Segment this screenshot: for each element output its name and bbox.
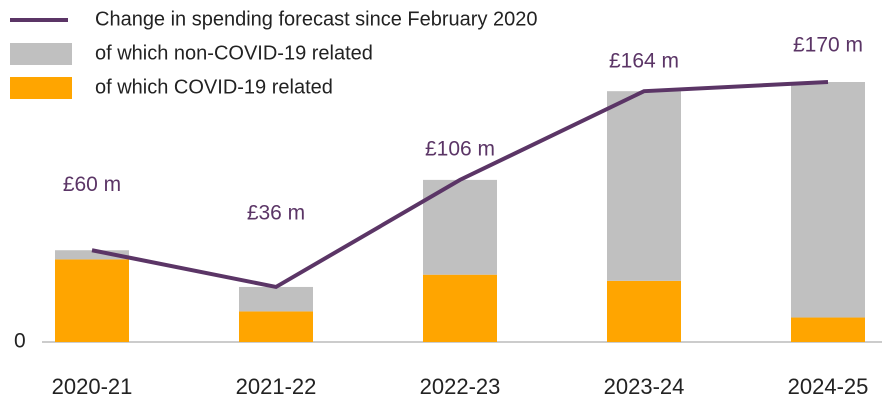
line (91, 80, 829, 290)
data-label: £164 m (609, 50, 679, 73)
data-label: £36 m (247, 201, 305, 224)
legend-swatch (10, 43, 72, 65)
y-tick-label: 0 (14, 330, 26, 353)
data-label: £106 m (425, 137, 495, 160)
bar (791, 317, 865, 342)
x-tick-label: 2023-24 (604, 374, 685, 399)
legend-label: of which COVID-19 related (95, 76, 333, 98)
bar (607, 280, 681, 342)
x-tick-label: 2020-21 (52, 374, 133, 399)
data-label: £170 m (793, 34, 863, 57)
x-tick-label: 2024-25 (788, 374, 869, 399)
x-tick-label: 2021-22 (236, 374, 317, 399)
x-tick-label: 2022-23 (420, 374, 501, 399)
bar (55, 259, 129, 342)
bar (607, 91, 681, 281)
bar (239, 311, 313, 342)
bar (239, 286, 313, 312)
bar (423, 274, 497, 342)
bar (55, 250, 129, 260)
data-label: £60 m (63, 173, 121, 196)
bar (791, 82, 865, 318)
legend-label: of which non-COVID-19 related (95, 42, 373, 64)
legend-label: Change in spending forecast since Februa… (95, 8, 538, 30)
legend-swatch (10, 77, 72, 99)
